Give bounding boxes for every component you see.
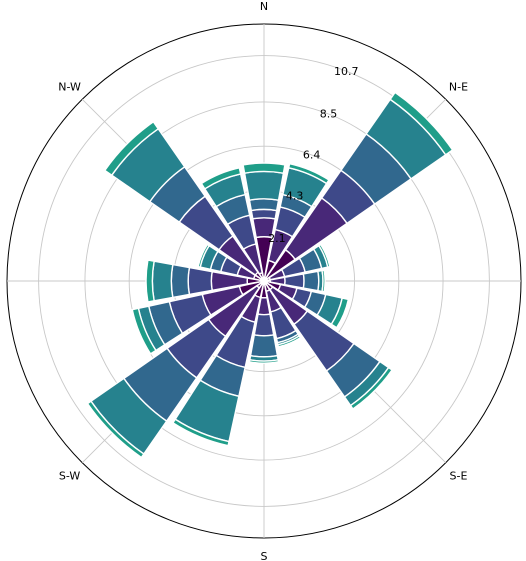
bar-dir4-bin3 xyxy=(302,270,320,292)
direction-label-n-w: N-W xyxy=(58,81,81,94)
radial-tick-label: 10.7 xyxy=(334,65,359,78)
bar-dir6-bin5 xyxy=(349,366,393,410)
bar-dir2-bin5 xyxy=(389,91,454,156)
direction-label-s-e: S-E xyxy=(450,469,468,482)
direction-label-s-w: S-W xyxy=(59,469,81,482)
bar-dir0-bin4 xyxy=(243,170,285,201)
bar-dir8-bin3 xyxy=(249,334,279,358)
radial-tick-label: 6.4 xyxy=(303,148,321,161)
bar-dir0-bin5 xyxy=(242,162,286,175)
direction-labels: N N-E S-E S S-W N-W xyxy=(58,0,468,561)
bar-dir12-bin2 xyxy=(187,266,213,296)
wind-bars xyxy=(86,91,454,459)
bar-dir4-bin5 xyxy=(321,269,326,293)
radial-tick-label: 8.5 xyxy=(320,108,338,121)
bar-dir14-bin5 xyxy=(103,120,160,177)
direction-label-n: N xyxy=(260,0,268,13)
bar-dir0-bin3 xyxy=(248,198,280,212)
bar-dir9-bin5 xyxy=(171,418,230,447)
bar-dir12-bin4 xyxy=(151,260,174,302)
bar-dir12-bin3 xyxy=(170,263,191,299)
bar-dir11-bin5 xyxy=(131,307,157,355)
bar-dir12-bin5 xyxy=(145,259,155,303)
bar-dir13-bin5 xyxy=(197,243,211,268)
bar-dir8-bin5 xyxy=(248,358,280,364)
bar-dir8-bin2 xyxy=(253,313,275,337)
bar-dir3-bin5 xyxy=(317,243,331,268)
radial-tick-labels: 2.1 4.3 6.4 8.5 10.7 xyxy=(268,65,358,245)
radial-tick-label: 4.3 xyxy=(286,189,304,202)
bar-dir0-bin2 xyxy=(250,208,278,220)
bar-dir10-bin5 xyxy=(86,400,145,459)
direction-label-n-e: N-E xyxy=(449,81,468,94)
bar-dir1-bin5 xyxy=(287,162,330,185)
bar-dir15-bin5 xyxy=(200,166,242,190)
bar-dir5-bin5 xyxy=(330,297,350,329)
radial-tick-label: 2.1 xyxy=(268,232,286,245)
direction-label-s: S xyxy=(261,550,268,561)
bar-dir7-bin5 xyxy=(277,334,302,348)
